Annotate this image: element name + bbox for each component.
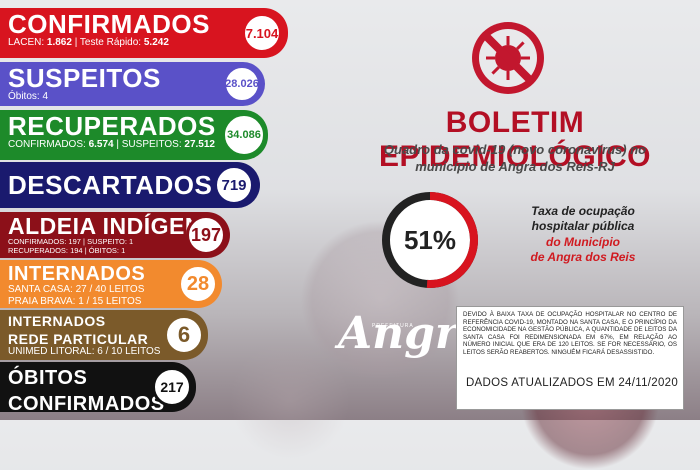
subtitle-line1: Quadro da covid-19 (novo coronavírus) no <box>383 142 647 157</box>
aldeia-count-badge: 197 <box>186 215 226 255</box>
subtitle-line2: município de Angra dos Reis-RJ <box>415 158 615 174</box>
confirmados-title: CONFIRMADOS <box>8 9 210 39</box>
rede-count-badge: 6 <box>164 315 204 355</box>
suspeitos-card: SUSPEITOS Óbitos: 4 28.026 <box>0 62 265 106</box>
page-title: BOLETIM EPIDEMIOLÓGICO <box>378 106 652 173</box>
rede-unimed: UNIMED LITORAL: 6 / 10 LEITOS <box>8 346 161 357</box>
aldeia-obitos: ÓBITOS: 1 <box>88 245 126 255</box>
rede-particular-card: INTERNADOS REDE PARTICULAR UNIMED LITORA… <box>0 310 208 360</box>
teste-rapido-label: Teste Rápido: <box>79 37 144 48</box>
internados-praia-brava: PRAIA BRAVA: 1 / 15 LEITOS <box>8 295 142 307</box>
obitos-card: ÓBITOS CONFIRMADOS 217 <box>0 362 196 415</box>
recuperados-confirmados-value: 6.574 <box>88 139 114 150</box>
occupancy-caption: Taxa de ocupação hospitalar pública do M… <box>498 204 668 265</box>
angra-logo: Angra <box>338 308 487 359</box>
descartados-card: DESCARTADOS 719 <box>0 162 260 208</box>
aldeia-title: ALDEIA INDÍGENA <box>8 213 220 239</box>
prefeitura-label: PREFEITURA <box>372 323 414 329</box>
recuperados-suspeitos-value: 27.512 <box>184 139 215 150</box>
occupancy-caption-line4: de Angra dos Reis <box>530 250 636 265</box>
notice-box: DEVIDO À BAIXA TAXA DE OCUPAÇÃO HOSPITAL… <box>456 306 684 410</box>
occupancy-caption-line3: do Município <box>546 234 620 249</box>
occupancy-gauge <box>382 192 478 288</box>
occupancy-caption-line1: Taxa de ocupação <box>531 204 635 218</box>
confirmados-card: CONFIRMADOS LACEN: 1.862 | Teste Rápido:… <box>0 8 288 58</box>
no-virus-icon <box>468 18 548 98</box>
separator: | <box>74 37 80 48</box>
confirmados-count-badge: 7.104 <box>242 13 282 53</box>
suspeitos-count-badge: 28.026 <box>223 65 261 103</box>
descartados-title: DESCARTADOS <box>8 170 213 200</box>
internados-card: INTERNADOS SANTA CASA: 27 / 40 LEITOS PR… <box>0 260 222 308</box>
obitos-count-badge: 217 <box>152 367 192 407</box>
aldeia-detail-line1: CONFIRMADOS: 197 | SUSPEITO: 1 <box>8 237 134 246</box>
suspeitos-obitos: Óbitos: 4 <box>8 91 49 102</box>
separator: | <box>116 139 122 150</box>
confirmados-detail: LACEN: 1.862 | Teste Rápido: 5.242 <box>8 37 288 49</box>
lacen-value: 1.862 <box>46 37 72 48</box>
internados-santa-casa: SANTA CASA: 27 / 40 LEITOS <box>8 284 145 295</box>
recuperados-count-badge: 34.086 <box>222 113 266 157</box>
aldeia-detail-line2: RECUPERADOS: 194 | ÓBITOS: 1 <box>8 245 126 255</box>
rede-title-line2: REDE PARTICULAR <box>8 331 149 347</box>
recuperados-card: RECUPERADOS CONFIRMADOS: 6.574 | SUSPEIT… <box>0 110 268 160</box>
lacen-label: LACEN: <box>8 37 47 48</box>
page-subtitle: Quadro da covid-19 (novo coronavírus) no… <box>330 142 700 176</box>
aldeia-recuperados: RECUPERADOS: 194 <box>8 245 83 255</box>
recuperados-detail: CONFIRMADOS: 6.574 | SUSPEITOS: 27.512 <box>8 139 268 151</box>
notice-text: DEVIDO À BAIXA TAXA DE OCUPAÇÃO HOSPITAL… <box>463 311 677 356</box>
gauge-fill <box>382 192 478 288</box>
internados-title: INTERNADOS <box>8 263 146 285</box>
aldeia-indigena-card: ALDEIA INDÍGENA CONFIRMADOS: 197 | SUSPE… <box>0 212 230 258</box>
occupancy-percent: 51% <box>403 224 457 255</box>
internados-count-badge: 28 <box>178 264 218 304</box>
obitos-title-line2: CONFIRMADOS <box>8 393 165 415</box>
aldeia-confirmados: CONFIRMADOS: 197 <box>8 237 81 246</box>
obitos-title-line1: ÓBITOS <box>8 367 88 389</box>
recuperados-confirmados-label: CONFIRMADOS: <box>8 139 89 150</box>
gauge-background <box>386 196 474 284</box>
teste-rapido-value: 5.242 <box>143 37 169 48</box>
updated-date: DADOS ATUALIZADOS EM 24/11/2020 <box>465 377 679 389</box>
suspeitos-title: SUSPEITOS <box>8 63 161 93</box>
recuperados-suspeitos-label: SUSPEITOS: <box>121 139 185 150</box>
rede-title-line1: INTERNADOS <box>8 313 106 329</box>
descartados-count-badge: 719 <box>214 165 254 205</box>
virus-background-blob <box>230 340 350 460</box>
occupancy-caption-line2: hospitalar pública <box>531 219 635 234</box>
aldeia-suspeito: SUSPEITO: 1 <box>87 237 134 246</box>
recuperados-title: RECUPERADOS <box>8 111 216 141</box>
